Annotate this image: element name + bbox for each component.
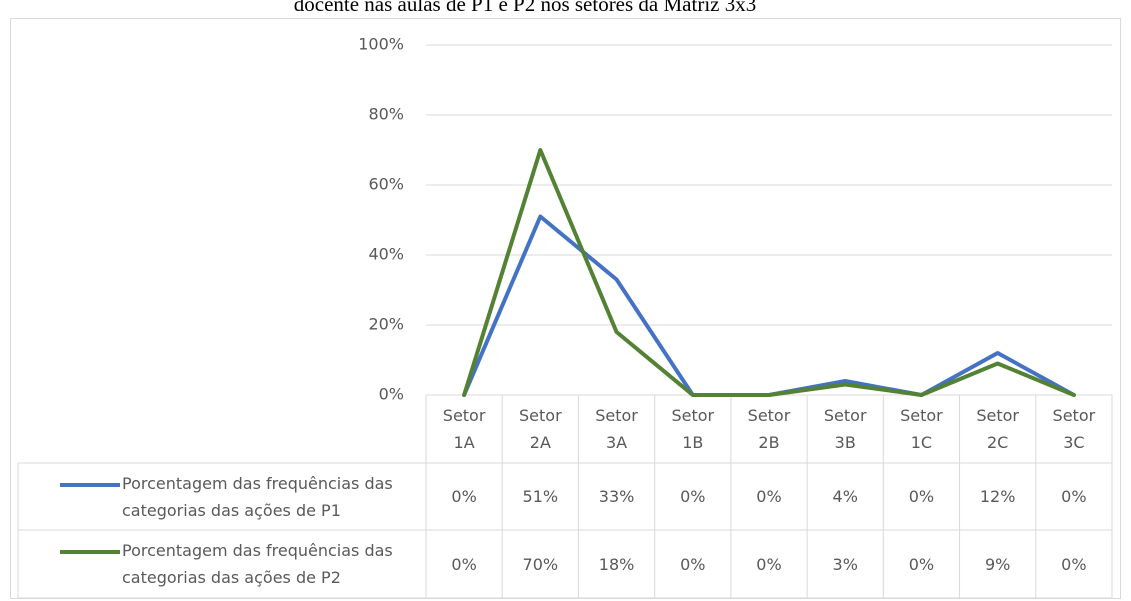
data-table-value: 70% xyxy=(522,554,559,574)
data-table-value-box: 70% xyxy=(522,554,559,574)
data-table-value: 0% xyxy=(680,487,706,506)
x-tick-label: Setor 2A xyxy=(519,406,562,452)
x-tick-label: Setor 3A xyxy=(595,406,638,452)
data-table-value-box: 3% xyxy=(832,554,858,574)
x-tick-label-box: Setor 2A xyxy=(519,406,562,452)
x-tick-label-box: Setor 1B xyxy=(671,406,715,452)
y-tick-label: 60% xyxy=(368,175,404,194)
legend-label: Porcentagem das frequências das categori… xyxy=(122,541,393,587)
x-tick-label-box: Setor 1C xyxy=(900,406,943,452)
x-tick-label: Setor 2C xyxy=(976,406,1019,452)
data-table-value: 0% xyxy=(756,487,782,506)
data-table-value: 0% xyxy=(451,487,477,506)
data-table-value-box: 0% xyxy=(756,554,782,574)
y-tick-label: 20% xyxy=(368,315,404,334)
x-tick-label-box: Setor 3C xyxy=(1052,406,1096,452)
x-tick-label-box: Setor 3B xyxy=(823,406,867,452)
data-table-value: 3% xyxy=(832,554,858,574)
data-table-value-box: 9% xyxy=(984,554,1011,574)
data-table-value: 4% xyxy=(832,487,858,506)
data-table-value: 9% xyxy=(984,554,1011,574)
data-table-value: 33% xyxy=(598,487,635,506)
x-tick-label: Setor 1C xyxy=(900,406,943,452)
y-tick-label: 100% xyxy=(358,35,404,54)
data-table-value-box: 0% xyxy=(908,487,935,506)
data-table-value: 0% xyxy=(451,554,477,574)
chart-title: docente nas aulas de P1 e P2 nos setores… xyxy=(294,0,756,16)
y-tick-label: 0% xyxy=(379,385,404,404)
x-tick-label: Setor 2B xyxy=(747,406,791,452)
data-table-value-box: 51% xyxy=(522,487,559,506)
y-tick-label: 40% xyxy=(368,245,404,264)
legend-label: Porcentagem das frequências das categori… xyxy=(122,473,393,520)
data-table-value-box: 0% xyxy=(451,554,477,574)
data-table-value: 0% xyxy=(756,554,782,574)
x-tick-label-box: Setor 3A xyxy=(595,406,638,452)
data-table-value: 51% xyxy=(522,487,559,506)
data-table-value: 18% xyxy=(598,554,635,574)
x-tick-label: Setor 3B xyxy=(823,406,867,452)
x-tick-label: Setor 1B xyxy=(671,406,715,452)
data-table-value: 0% xyxy=(680,554,706,574)
y-tick-label: 80% xyxy=(368,105,404,124)
data-table-value: 0% xyxy=(908,487,935,506)
x-tick-label-box: Setor 1A xyxy=(442,406,486,452)
data-table-value: 0% xyxy=(1061,487,1087,506)
x-tick-label: Setor 3C xyxy=(1052,406,1096,452)
data-table-value-box: 33% xyxy=(598,487,635,506)
data-table-value-box: 4% xyxy=(832,487,858,506)
data-table-value: 0% xyxy=(1061,554,1087,574)
x-tick-label-box: Setor 2C xyxy=(976,406,1019,452)
x-tick-label: Setor 1A xyxy=(442,406,486,452)
line-series xyxy=(462,148,1076,397)
legend-label-box: Porcentagem das frequências das categori… xyxy=(122,473,393,520)
data-table-value-box: 18% xyxy=(598,554,635,574)
legend-label-box: Porcentagem das frequências das categori… xyxy=(122,541,393,587)
data-table-value-box: 0% xyxy=(451,487,477,506)
data-table-value-box: 0% xyxy=(1061,554,1087,574)
data-table-value-box: 0% xyxy=(680,487,706,506)
data-table-value-box: 0% xyxy=(680,554,706,574)
data-table-value-box: 0% xyxy=(756,487,782,506)
data-table-value: 12% xyxy=(979,487,1016,506)
data-table-value-box: 0% xyxy=(1061,487,1087,506)
data-table-value-box: 12% xyxy=(979,487,1016,506)
data-table-value-box: 0% xyxy=(908,554,935,574)
x-tick-label-box: Setor 2B xyxy=(747,406,791,452)
data-table-value: 0% xyxy=(908,554,935,574)
